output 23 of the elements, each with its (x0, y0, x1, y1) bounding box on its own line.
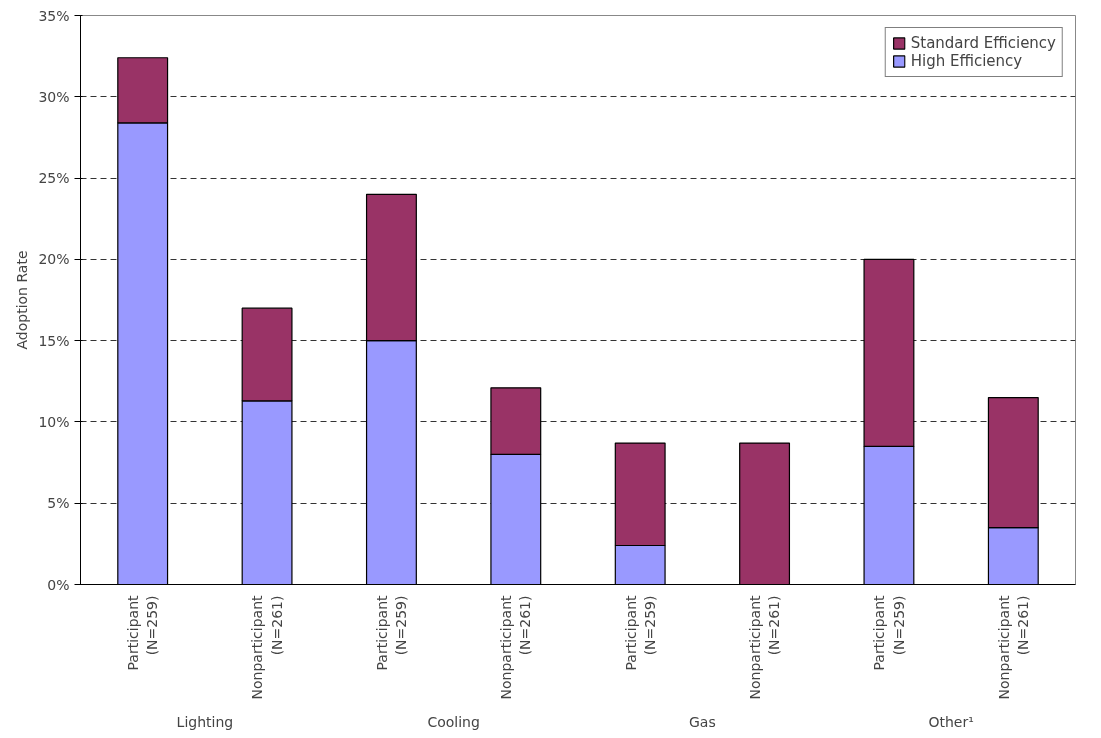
y-tick-label: 10% (38, 413, 70, 430)
x-tick-label: Nonparticipant (N=261) (249, 594, 285, 700)
text: Lighting (176, 713, 234, 730)
legend-label: Standard Efficiency (910, 34, 1056, 52)
x-tick-label: Participant (N=259) (622, 594, 658, 671)
x-tick-label: Participant (N=259) (871, 594, 907, 671)
legend-label: High Efficiency (910, 52, 1023, 70)
y-tick-label: 5% (47, 495, 70, 512)
y-tick-label: 20% (38, 251, 70, 268)
y-tick-label: 35% (38, 7, 70, 24)
y-tick-label: 25% (38, 170, 70, 187)
x-tick-label: Nonparticipant (N=261) (498, 594, 534, 700)
y-tick-label: 15% (38, 332, 70, 349)
y-axis-title: Adoption Rate (14, 250, 31, 350)
y-tick-label: 30% (38, 88, 70, 105)
x-tick-label: Participant (N=259) (373, 594, 410, 671)
x-tick-label: Participant (N=259) (125, 594, 161, 671)
text: Cooling (427, 713, 480, 730)
text: Gas (689, 713, 716, 730)
x-tick-label: Nonparticipant (N=261) (995, 594, 1031, 700)
x-tick-label: Nonparticipant (N=261) (746, 594, 783, 700)
y-tick-label: 0% (47, 576, 70, 593)
text: Other¹ (928, 713, 974, 730)
